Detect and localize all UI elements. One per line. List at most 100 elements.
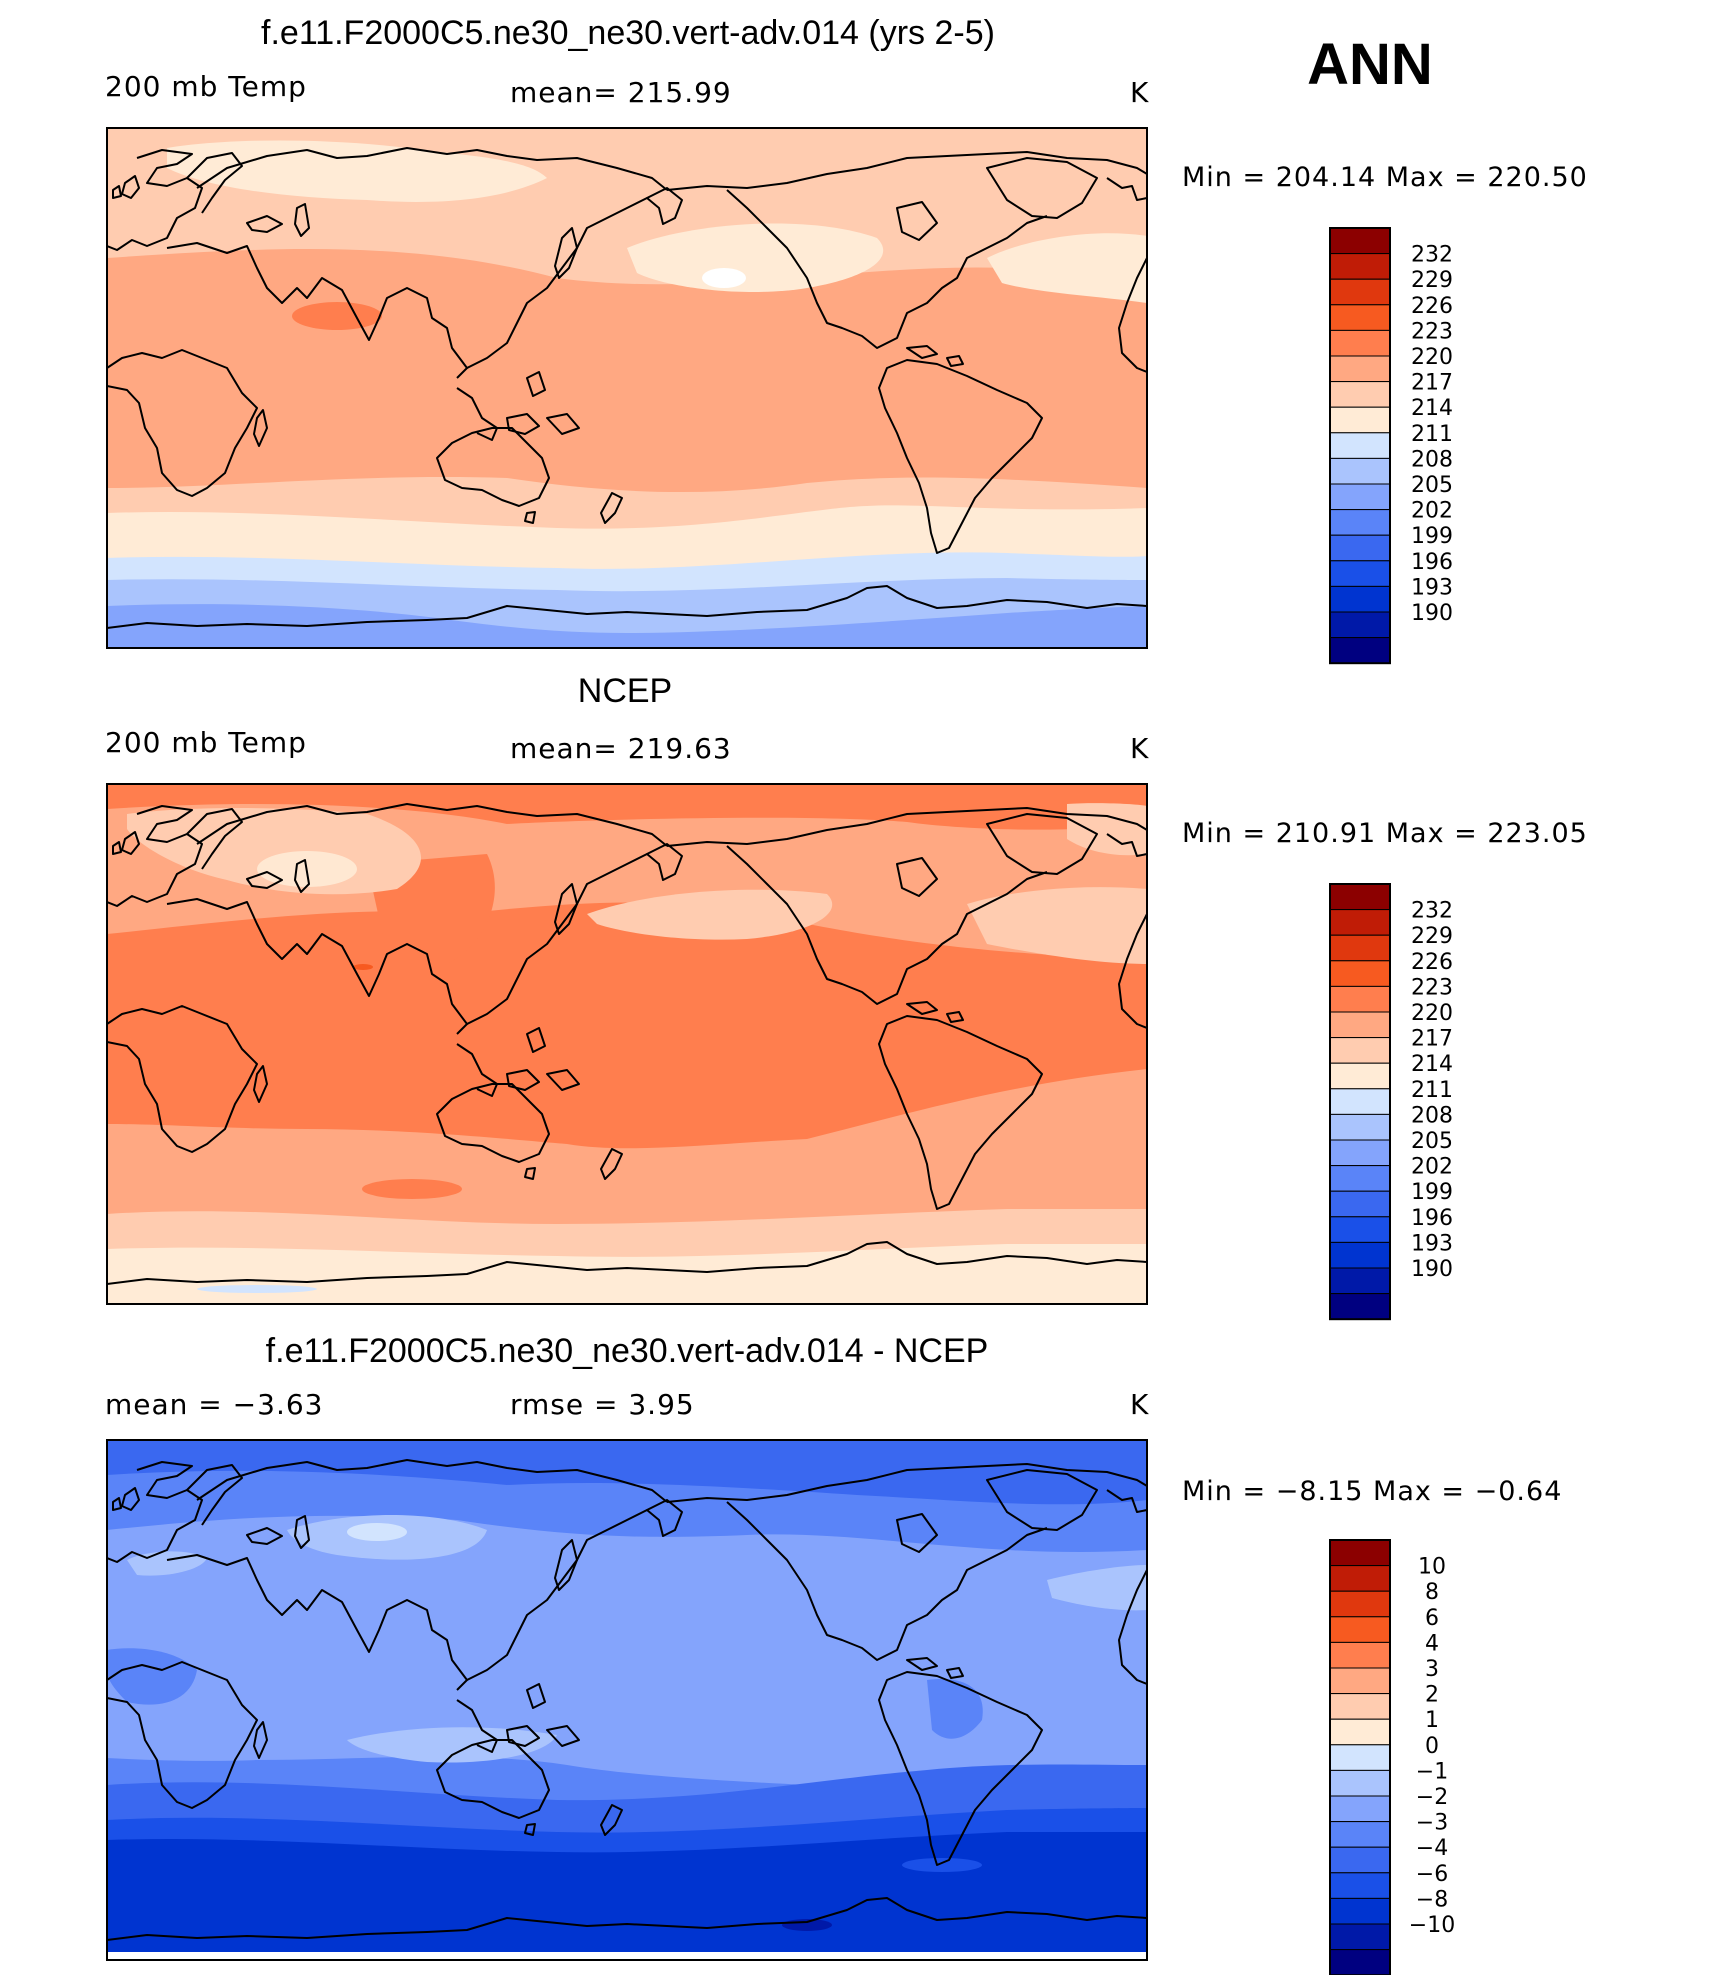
colorbar-2-segment (1329, 960, 1391, 987)
panel-2-title: NCEP (578, 672, 672, 710)
colorbar-2-segment (1329, 909, 1391, 936)
colorbar-1-tick-label: 193 (1411, 575, 1453, 600)
colorbar-3-segment (1329, 1769, 1391, 1797)
colorbar-3-segment (1329, 1923, 1391, 1951)
colorbar-2-tick-label: 220 (1411, 1001, 1453, 1026)
colorbar-3-segment (1329, 1539, 1391, 1567)
panel-1-title: f.e11.F2000C5.ne30_ne30.vert-adv.014 (yr… (261, 14, 995, 52)
colorbar-3-segment (1329, 1718, 1391, 1746)
colorbar-2-segment (1329, 1293, 1391, 1320)
panel-1: f.e11.F2000C5.ne30_ne30.vert-adv.014 (yr… (105, 14, 1588, 665)
colorbar-1-segment (1329, 278, 1391, 306)
colorbar-2-segment (1329, 1216, 1391, 1243)
colorbar-2-segment (1329, 1113, 1391, 1141)
colorbar-3-segment (1329, 1744, 1391, 1771)
colorbar-3-tick-label: 10 (1418, 1555, 1446, 1580)
colorbar-1-segment (1329, 585, 1391, 613)
colorbar-3-tick-label: −1 (1416, 1759, 1448, 1784)
colorbar-2-tick-label: 208 (1411, 1103, 1453, 1128)
colorbar-2-segment (1329, 1165, 1391, 1192)
colorbar-1-segment (1329, 253, 1391, 280)
colorbar-2-tick-label: 217 (1411, 1027, 1453, 1052)
colorbar-3-tick-label: −3 (1416, 1811, 1448, 1836)
colorbar-1-segment (1329, 329, 1391, 357)
colorbar-1-tick-label: 196 (1411, 550, 1453, 575)
panel-3-mean-label: mean = −3.63 (105, 1388, 323, 1421)
colorbar-2-tick-label: 232 (1411, 899, 1453, 924)
colorbar-3-tick-label: 3 (1425, 1657, 1439, 1682)
colorbar-3-tick-label: 1 (1425, 1708, 1439, 1733)
colorbar-1-segment (1329, 304, 1391, 331)
colorbar-3-tick-label: 8 (1425, 1580, 1439, 1605)
panel-3-title: f.e11.F2000C5.ne30_ne30.vert-adv.014 - N… (266, 1332, 989, 1370)
colorbar-1-segment (1329, 406, 1391, 434)
panel-1-colorbar: 2322292262232202172142112082052021991961… (1329, 227, 1453, 665)
panel-3-units-label: K (1130, 1388, 1149, 1421)
panel-2-minmax: Min = 210.91 Max = 223.05 (1182, 818, 1588, 849)
panel-1-minmax: Min = 204.14 Max = 220.50 (1182, 162, 1588, 193)
colorbar-1-segment (1329, 611, 1391, 639)
colorbar-3-segment (1329, 1590, 1391, 1618)
colorbar-2-tick-label: 214 (1411, 1052, 1453, 1077)
colorbar-2-tick-label: 193 (1411, 1231, 1453, 1256)
colorbar-3-segment (1329, 1667, 1391, 1695)
colorbar-2-segment (1329, 1011, 1391, 1039)
colorbar-1-segment (1329, 457, 1391, 485)
panel-2-colorbar: 2322292262232202172142112082052021991961… (1329, 883, 1453, 1321)
panel-2-map (106, 783, 1148, 1305)
colorbar-1-tick-label: 205 (1411, 473, 1453, 498)
panel-3-map (106, 1439, 1148, 1961)
colorbar-3-tick-label: 0 (1425, 1734, 1439, 1759)
colorbar-2-tick-label: 211 (1411, 1078, 1453, 1103)
colorbar-2-segment (1329, 1267, 1391, 1295)
colorbar-3-segment (1329, 1846, 1391, 1874)
colorbar-2-tick-label: 196 (1411, 1206, 1453, 1231)
colorbar-1-segment (1329, 381, 1391, 408)
colorbar-3-tick-label: 4 (1425, 1631, 1439, 1656)
colorbar-1-tick-label: 211 (1411, 422, 1453, 447)
colorbar-2-tick-label: 226 (1411, 950, 1453, 975)
colorbar-1-tick-label: 208 (1411, 447, 1453, 472)
colorbar-3-segment (1329, 1897, 1391, 1925)
panel-1-mean-label: mean= 215.99 (510, 76, 732, 109)
colorbar-2-frame (1329, 883, 1391, 1321)
colorbar-1-tick-label: 217 (1411, 371, 1453, 396)
colorbar-3-tick-label: −4 (1416, 1836, 1448, 1861)
panel-3-rmse-label: rmse = 3.95 (510, 1388, 695, 1421)
colorbar-1-tick-label: 190 (1411, 601, 1453, 626)
colorbar-1-segment (1329, 483, 1391, 511)
colorbar-1-tick-label: 229 (1411, 268, 1453, 293)
colorbar-2-segment (1329, 1241, 1391, 1269)
panel-2: NCEP 200 mb Temp mean= 219.63 K (105, 672, 1588, 1321)
colorbar-2-segment (1329, 934, 1391, 962)
colorbar-1-tick-label: 226 (1411, 294, 1453, 319)
colorbar-1-tick-label: 214 (1411, 396, 1453, 421)
panel-1-map (106, 127, 1148, 649)
colorbar-3-segment (1329, 1565, 1391, 1592)
colorbar-3-segment (1329, 1821, 1391, 1848)
colorbar-1-tick-label: 232 (1411, 243, 1453, 268)
panel-2-left-label: 200 mb Temp (105, 726, 307, 759)
colorbar-1-segment (1329, 534, 1391, 562)
colorbar-1-segment (1329, 509, 1391, 536)
colorbar-2-tick-label: 202 (1411, 1155, 1453, 1180)
colorbar-1-tick-label: 199 (1411, 524, 1453, 549)
colorbar-2-tick-label: 199 (1411, 1180, 1453, 1205)
colorbar-2-tick-label: 190 (1411, 1257, 1453, 1282)
panel-2-units-label: K (1130, 732, 1149, 765)
colorbar-3-tick-label: −8 (1416, 1887, 1448, 1912)
colorbar-3-segment (1329, 1872, 1391, 1899)
colorbar-1-segment (1329, 637, 1391, 664)
colorbar-3-segment (1329, 1795, 1391, 1823)
colorbar-2-segment (1329, 1190, 1391, 1218)
colorbar-3-frame (1329, 1539, 1391, 1975)
panel-3: f.e11.F2000C5.ne30_ne30.vert-adv.014 - N… (105, 1332, 1561, 1975)
colorbar-3-tick-label: 2 (1425, 1683, 1439, 1708)
colorbar-2-segment (1329, 1062, 1391, 1090)
colorbar-2-tick-label: 205 (1411, 1129, 1453, 1154)
colorbar-1-tick-label: 202 (1411, 499, 1453, 524)
colorbar-1-segment (1329, 227, 1391, 255)
colorbar-2-segment (1329, 1139, 1391, 1167)
